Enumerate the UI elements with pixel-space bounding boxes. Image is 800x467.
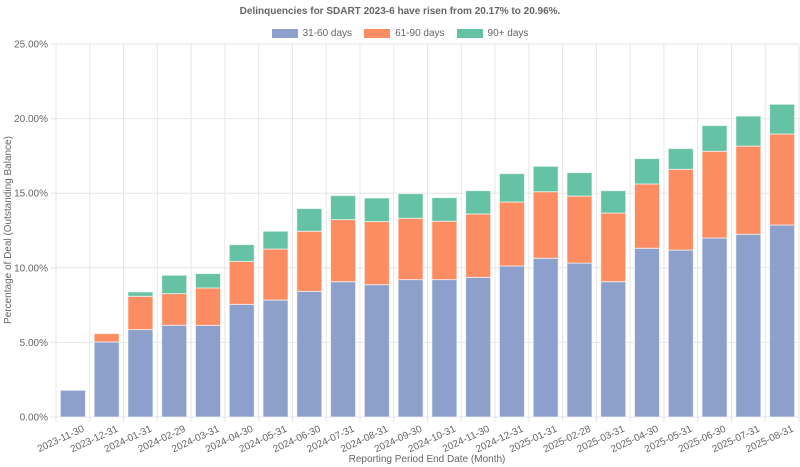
bar-61-90-days[interactable]: [701, 150, 728, 239]
bar-61-90-days[interactable]: [600, 212, 627, 283]
bar-90-days[interactable]: [397, 193, 424, 219]
bar-90-days[interactable]: [363, 197, 390, 223]
bar-61-90-days[interactable]: [363, 221, 390, 286]
bar-31-60-days[interactable]: [363, 284, 390, 418]
bar-90-days[interactable]: [296, 208, 323, 232]
bar-90-days[interactable]: [330, 195, 357, 221]
legend-label-31-60: 31-60 days: [302, 28, 353, 39]
legend-item-61-90[interactable]: 61-90 days: [364, 28, 445, 39]
bar-90-days[interactable]: [701, 125, 728, 152]
bar-61-90-days[interactable]: [127, 295, 154, 331]
bar-90-days[interactable]: [127, 291, 154, 297]
bar-61-90-days[interactable]: [296, 230, 323, 292]
bar-90-days[interactable]: [194, 273, 221, 289]
y-tick-label: 5.00%: [20, 338, 48, 349]
bar-31-60-days[interactable]: [262, 299, 289, 418]
y-tick-label: 25.00%: [14, 40, 48, 51]
bar-31-60-days[interactable]: [667, 249, 694, 418]
legend-swatch-90-plus: [456, 29, 483, 38]
bar-90-days[interactable]: [600, 190, 627, 214]
bar-90-days[interactable]: [228, 244, 255, 262]
bar-90-days[interactable]: [769, 103, 796, 135]
bar-31-60-days[interactable]: [161, 324, 188, 418]
bar-61-90-days[interactable]: [431, 220, 458, 281]
bar-31-60-days[interactable]: [59, 389, 86, 418]
bar-31-60-days[interactable]: [296, 290, 323, 418]
bar-61-90-days[interactable]: [634, 183, 661, 249]
x-axis: 2023-11-302023-12-312024-01-312024-02-29…: [36, 424, 796, 456]
bar-31-60-days[interactable]: [532, 257, 559, 418]
bar-31-60-days[interactable]: [634, 247, 661, 418]
legend-item-90-plus[interactable]: 90+ days: [456, 28, 529, 39]
bar-31-60-days[interactable]: [498, 265, 525, 418]
bar-90-days[interactable]: [498, 173, 525, 203]
bar-31-60-days[interactable]: [431, 279, 458, 418]
bar-61-90-days[interactable]: [465, 213, 492, 278]
bar-31-60-days[interactable]: [735, 233, 762, 418]
chart-title: Delinquencies for SDART 2023-6 have rise…: [239, 6, 561, 17]
bar-61-90-days[interactable]: [769, 133, 796, 226]
bar-90-days[interactable]: [566, 172, 593, 197]
bar-61-90-days[interactable]: [566, 195, 593, 264]
y-tick-label: 0.00%: [20, 413, 48, 424]
y-tick-label: 20.00%: [14, 114, 48, 125]
bar-90-days[interactable]: [667, 148, 694, 170]
legend: 31-60 days 61-90 days 90+ days: [0, 28, 800, 39]
bar-90-days[interactable]: [262, 230, 289, 250]
bar-61-90-days[interactable]: [667, 168, 694, 251]
bar-61-90-days[interactable]: [532, 191, 559, 259]
bar-31-60-days[interactable]: [769, 224, 796, 418]
bars: [59, 103, 796, 418]
bar-61-90-days[interactable]: [330, 219, 357, 283]
y-tick-label: 10.00%: [14, 263, 48, 274]
bar-61-90-days[interactable]: [194, 287, 221, 326]
bar-31-60-days[interactable]: [701, 237, 728, 418]
bar-31-60-days[interactable]: [330, 281, 357, 418]
bar-31-60-days[interactable]: [127, 329, 154, 418]
bar-61-90-days[interactable]: [397, 217, 424, 281]
bar-61-90-days[interactable]: [161, 293, 188, 326]
bar-31-60-days[interactable]: [93, 341, 120, 418]
y-axis-title: Percentage of Deal (Outstanding Balance): [3, 136, 14, 324]
y-tick-label: 15.00%: [14, 189, 48, 200]
bar-31-60-days[interactable]: [228, 303, 255, 418]
bar-90-days[interactable]: [634, 158, 661, 185]
bar-31-60-days[interactable]: [465, 276, 492, 418]
x-axis-title: Reporting Period End Date (Month): [349, 454, 506, 465]
bar-31-60-days[interactable]: [194, 324, 221, 418]
bar-90-days[interactable]: [735, 115, 762, 147]
legend-label-90-plus: 90+ days: [487, 28, 529, 39]
bar-61-90-days[interactable]: [735, 145, 762, 235]
legend-label-61-90: 61-90 days: [395, 28, 445, 39]
bar-61-90-days[interactable]: [498, 201, 525, 267]
bar-61-90-days[interactable]: [262, 248, 289, 301]
bar-31-60-days[interactable]: [397, 279, 424, 418]
bar-61-90-days[interactable]: [93, 333, 120, 343]
legend-swatch-61-90: [364, 29, 391, 38]
y-axis: 0.00% 5.00% 10.00% 15.00% 20.00% 25.00%: [14, 40, 48, 424]
bar-90-days[interactable]: [532, 165, 559, 193]
bar-31-60-days[interactable]: [600, 281, 627, 418]
bar-90-days[interactable]: [431, 197, 458, 222]
bar-90-days[interactable]: [465, 190, 492, 215]
bar-31-60-days[interactable]: [566, 262, 593, 418]
bar-90-days[interactable]: [161, 274, 188, 295]
bar-61-90-days[interactable]: [228, 260, 255, 305]
legend-swatch-31-60: [271, 29, 298, 38]
legend-item-31-60[interactable]: 31-60 days: [271, 28, 353, 39]
